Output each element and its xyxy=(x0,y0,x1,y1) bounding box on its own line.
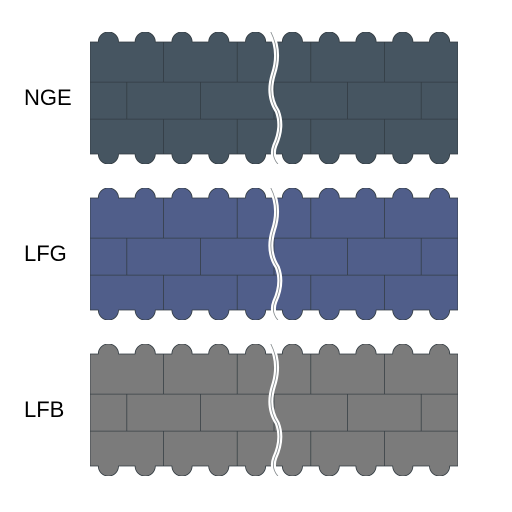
belt-label: NGE xyxy=(24,85,72,111)
belt-graphic xyxy=(90,32,458,164)
belt-row: NGE xyxy=(0,32,512,164)
belt-diagram: NGE LFG LFB xyxy=(0,0,512,512)
belt-row: LFB xyxy=(0,344,512,476)
belt-label: LFB xyxy=(24,397,64,423)
belt-row: LFG xyxy=(0,188,512,320)
belt-graphic xyxy=(90,344,458,476)
belt-graphic xyxy=(90,188,458,320)
belt-label: LFG xyxy=(24,241,67,267)
